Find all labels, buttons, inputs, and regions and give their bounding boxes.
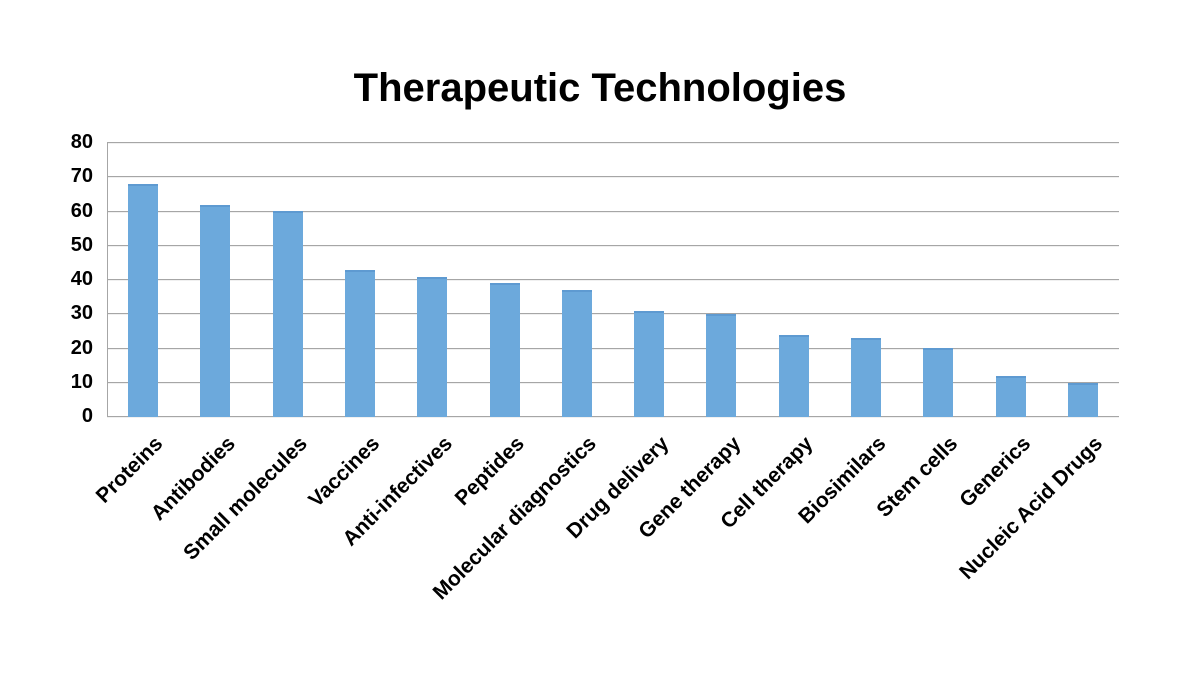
gridline-y-40 (107, 279, 1119, 280)
plot-area (107, 142, 1119, 417)
gridline-y-50 (107, 244, 1119, 246)
bar-drug-delivery (634, 311, 664, 417)
gridline-y-30 (107, 313, 1119, 315)
bar-peptides (490, 283, 520, 417)
bar-small-molecules (273, 211, 303, 417)
chart-title: Therapeutic Technologies (353, 66, 847, 110)
bar-nucleic-acid-drugs (1068, 383, 1098, 417)
bar-biosimilars (851, 338, 881, 417)
gridline-y-20 (107, 347, 1119, 349)
y-tick-label-50: 50 (70, 233, 93, 256)
gridline-y-60 (107, 210, 1119, 212)
y-tick-label-60: 60 (70, 199, 93, 222)
x-category-label-small-molecules: Small molecules (179, 432, 312, 565)
bar-proteins (128, 184, 158, 417)
y-tick-label-20: 20 (70, 336, 93, 359)
bar-cell-therapy (779, 335, 809, 417)
gridline-y-80 (107, 142, 1119, 143)
bar-anti-infectives (417, 277, 447, 417)
bar-antibodies (200, 205, 230, 417)
bar-gene-therapy (706, 314, 736, 417)
y-axis-line (107, 143, 108, 417)
y-tick-label-10: 10 (70, 370, 93, 393)
bar-generics (996, 376, 1026, 417)
gridline-y-70 (107, 176, 1119, 178)
bar-vaccines (345, 270, 375, 417)
y-tick-label-0: 0 (81, 405, 93, 427)
bar-molecular-diagnostics (562, 290, 592, 417)
y-tick-label-80: 80 (70, 131, 93, 153)
gridline-y-10 (107, 381, 1119, 383)
bar-stem-cells (923, 348, 953, 417)
y-tick-label-70: 70 (70, 165, 93, 188)
gridline-y-0 (107, 416, 1119, 417)
y-tick-label-40: 40 (70, 268, 93, 290)
x-category-label-nucleic-acid-drugs: Nucleic Acid Drugs (955, 432, 1108, 584)
y-tick-label-30: 30 (70, 302, 93, 325)
